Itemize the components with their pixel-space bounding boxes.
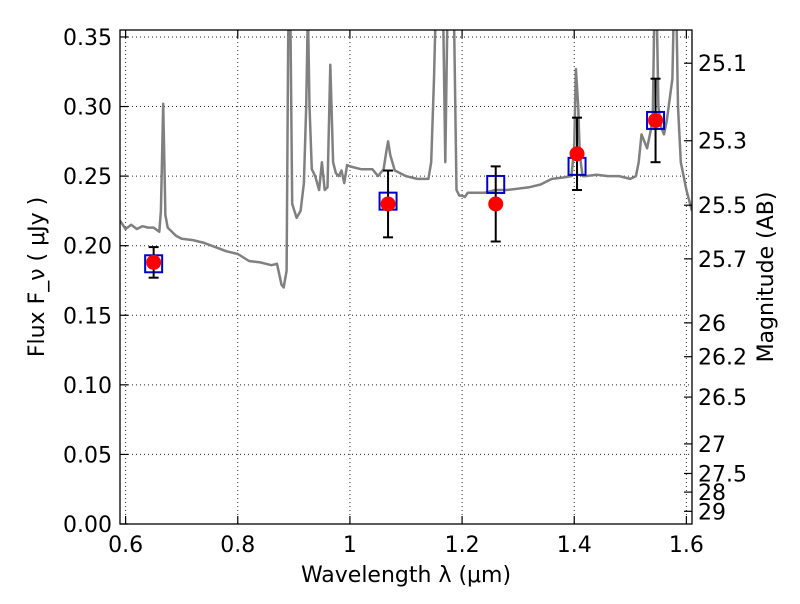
y-tick-label: 0.35 — [63, 26, 112, 51]
magnitude-tick-label: 28 — [698, 481, 726, 506]
x-axis-label: Wavelength λ (μm) — [301, 563, 511, 588]
magnitude-tick-label: 26.2 — [698, 346, 747, 371]
y-tick-label: 0.20 — [63, 235, 112, 260]
magnitude-tick-label: 25.7 — [698, 248, 747, 273]
observed-photometry-point — [146, 254, 162, 270]
y-tick-label: 0.10 — [63, 374, 112, 399]
magnitude-tick-label: 25.1 — [698, 52, 747, 77]
label-layer: Wavelength λ (μm) Flux F_ν ( μJy ) Magnitu… — [25, 192, 779, 588]
x-tick-label: 0.6 — [108, 533, 143, 558]
y-axis-label-right: Magnitude (AB) — [754, 192, 779, 363]
y-tick-label: 0.25 — [63, 165, 112, 190]
y-tick-label: 0.30 — [63, 96, 112, 121]
magnitude-tick-label: 25.5 — [698, 194, 747, 219]
x-tick-label: 1 — [343, 533, 357, 558]
x-tick-label: 1.4 — [557, 533, 592, 558]
x-tick-label: 0.8 — [220, 533, 255, 558]
y-axis-label: Flux F_ν ( μJy ) — [25, 197, 50, 357]
observed-photometry-point — [380, 196, 396, 212]
plot-frame — [119, 29, 693, 525]
y-tick-label: 0.15 — [63, 304, 112, 329]
spectrum-layer — [120, 30, 692, 289]
y-tick-label: 0.00 — [63, 513, 112, 538]
grid-layer — [120, 30, 692, 524]
magnitude-tick-label: 27.5 — [698, 462, 747, 487]
tick-layer: 0.6 0.8 1 1.2 1.4 1.6 0.00 0.05 0.10 0.15 0.20 0.25… — [63, 26, 747, 558]
magnitude-tick-label: 25.3 — [698, 130, 747, 155]
marker-layer — [144, 77, 666, 279]
x-tick-label: 1.2 — [445, 533, 480, 558]
magnitude-tick-label: 26.5 — [698, 386, 747, 411]
magnitude-tick-label: 27 — [698, 433, 726, 458]
magnitude-tick-label: 29 — [698, 500, 726, 525]
observed-photometry-point — [648, 112, 664, 128]
model-spectrum-line — [120, 30, 692, 289]
observed-photometry-point — [569, 146, 585, 162]
observed-photometry-point — [488, 196, 504, 212]
frame-layer — [119, 29, 693, 525]
magnitude-tick-label: 26 — [698, 312, 726, 337]
x-tick-label: 1.6 — [669, 533, 704, 558]
y-tick-label: 0.05 — [63, 443, 112, 468]
